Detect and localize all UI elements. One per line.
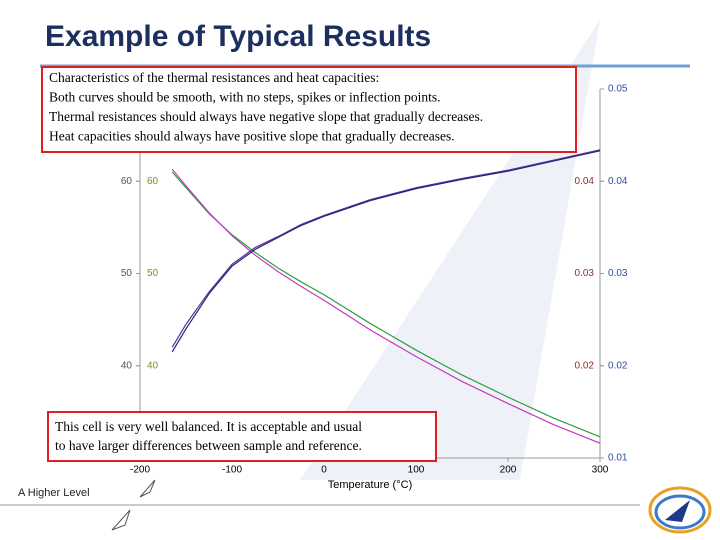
top-note-box (41, 66, 577, 153)
y-tick-label: 50 (121, 268, 133, 279)
x-tick-label: -100 (222, 465, 242, 476)
ta-logo-ring (654, 494, 706, 530)
y-tick-label: 0.05 (608, 84, 628, 95)
x-tick-label: 0 (321, 465, 327, 476)
x-tick-label: 100 (408, 465, 425, 476)
note-line: This cell is very well balanced. It is a… (55, 419, 362, 434)
note-line: Characteristics of the thermal resistanc… (49, 70, 379, 85)
note-line: Heat capacities should always have posit… (49, 129, 455, 144)
note-line: to have larger differences between sampl… (55, 438, 362, 453)
y-tick-label: 60 (147, 176, 159, 187)
x-tick-label: 200 (500, 465, 517, 476)
note-line: Thermal resistances should always have n… (49, 109, 483, 124)
bottom-note-box (47, 411, 437, 462)
tagline: A Higher Level (18, 487, 90, 499)
y-tick-label: 0.04 (608, 176, 628, 187)
series-line (171, 168, 601, 444)
x-tick-label: -200 (130, 465, 150, 476)
y-tick-label: 0.02 (608, 360, 628, 371)
series-line (171, 149, 601, 348)
y-tick-label: 0.04 (575, 176, 595, 187)
y-tick-label: 0.03 (575, 268, 595, 279)
x-axis-label: Temperature (°C) (328, 479, 412, 491)
x-tick-label: 300 (592, 465, 609, 476)
y-tick-label: 0.02 (575, 360, 595, 371)
y-tick-label: 40 (121, 360, 133, 371)
note-line: Both curves should be smooth, with no st… (49, 90, 440, 105)
logo-mark (111, 479, 156, 531)
y-tick-label: 50 (147, 268, 159, 279)
y-tick-label: 60 (121, 176, 133, 187)
series-line (171, 150, 601, 353)
y-tick-label: 0.01 (608, 453, 628, 464)
y-tick-label: 0.03 (608, 268, 628, 279)
ta-logo-ring (648, 486, 712, 534)
ta-logo-mark (665, 500, 690, 522)
slide-title: Example of Typical Results (45, 20, 431, 53)
y-tick-label: 40 (147, 360, 159, 371)
